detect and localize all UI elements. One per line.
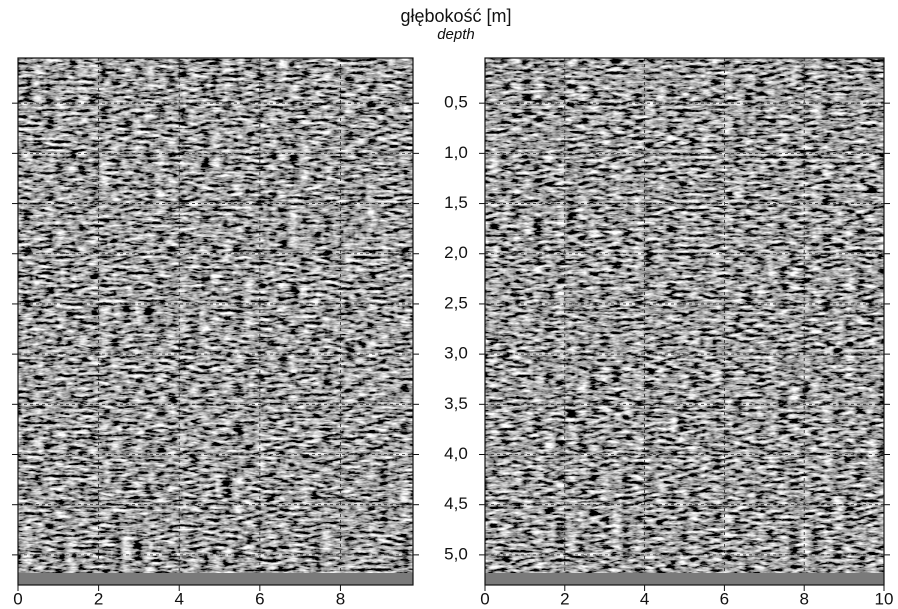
y-tick-label: 4,0 xyxy=(444,444,468,463)
y-tick-label: 1,0 xyxy=(444,143,468,162)
y-tick-label: 3,5 xyxy=(444,394,468,413)
y-tick-label: 0,5 xyxy=(444,93,468,112)
x-tick-label: 4 xyxy=(640,589,649,608)
x-tick-label: 8 xyxy=(336,589,345,608)
y-tick-label: 2,5 xyxy=(444,293,468,312)
y-tick-label: 3,0 xyxy=(444,344,468,363)
y-tick-label: 1,5 xyxy=(444,193,468,212)
x-tick-label: 6 xyxy=(255,589,264,608)
panel-frame xyxy=(17,57,414,586)
panel-frame xyxy=(484,57,885,586)
y-tick-label: 2,0 xyxy=(444,243,468,262)
y-tick-label: 4,5 xyxy=(444,494,468,513)
x-tick-label: 6 xyxy=(720,589,729,608)
no-data-band xyxy=(485,573,884,585)
x-tick-label: 10 xyxy=(875,589,894,608)
chart-subtitle: depth xyxy=(437,26,475,43)
y-tick-label: 5,0 xyxy=(444,544,468,563)
radargram-image xyxy=(18,58,413,585)
no-data-band xyxy=(18,573,413,585)
chart-title: głębokość [m] xyxy=(400,6,511,26)
x-tick-label: 0 xyxy=(13,589,22,608)
x-tick-label: 2 xyxy=(94,589,103,608)
x-tick-label: 0 xyxy=(480,589,489,608)
radargram-image xyxy=(485,58,884,585)
x-tick-label: 4 xyxy=(174,589,183,608)
x-tick-label: 2 xyxy=(560,589,569,608)
x-tick-label: 8 xyxy=(799,589,808,608)
